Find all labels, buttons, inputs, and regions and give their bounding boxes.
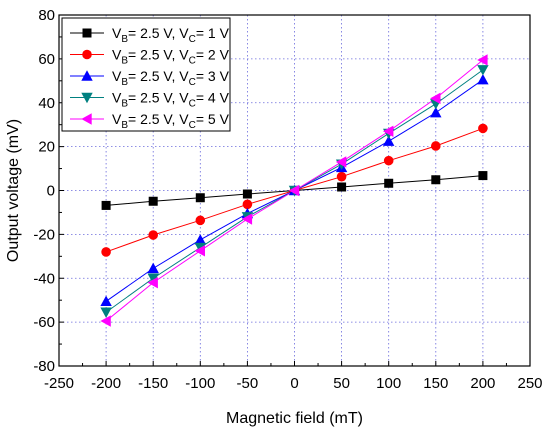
data-point-series-2 — [195, 215, 206, 226]
y-tick-label: 60 — [38, 51, 55, 68]
x-tick-label: 250 — [517, 375, 542, 392]
legend-label: VB= 2.5 V, VC= 2 V — [112, 47, 230, 67]
legend-marker — [81, 70, 93, 81]
data-point-series-5 — [100, 315, 111, 327]
x-axis-title: Magnetic field (mT) — [226, 410, 363, 427]
y-tick-label: 80 — [38, 7, 55, 24]
data-point-series-2 — [242, 199, 253, 210]
series-markers — [100, 54, 489, 327]
x-tick-label: -150 — [138, 375, 168, 392]
legend-item-1: VB= 2.5 V, VC= 1 V — [70, 25, 230, 45]
data-point-series-1 — [337, 182, 347, 192]
x-tick-label: 0 — [290, 375, 298, 392]
data-point-series-5 — [477, 54, 488, 66]
data-point-series-3 — [477, 74, 489, 85]
legend: VB= 2.5 V, VC= 1 VVB= 2.5 V, VC= 2 VVB= … — [61, 17, 231, 132]
data-point-series-1 — [431, 175, 441, 185]
data-point-series-4 — [477, 65, 489, 76]
x-tick-label: 100 — [376, 375, 401, 392]
data-point-series-4 — [147, 273, 159, 284]
data-point-series-5 — [241, 213, 253, 225]
legend-marker — [81, 113, 92, 125]
data-point-series-2 — [383, 155, 394, 166]
data-point-series-2 — [148, 230, 158, 240]
data-point-series-1 — [195, 193, 205, 203]
data-point-series-2 — [101, 247, 111, 257]
legend-marker — [82, 28, 92, 38]
x-tick-label: -250 — [44, 375, 74, 392]
data-point-series-5 — [383, 125, 394, 137]
data-point-series-4 — [100, 307, 112, 318]
data-point-series-5 — [147, 276, 158, 289]
data-point-series-5 — [288, 184, 300, 197]
data-point-series-1 — [101, 200, 111, 210]
data-point-series-1 — [478, 171, 488, 181]
x-tick-label: 50 — [333, 375, 350, 392]
y-tick-label: -80 — [33, 358, 55, 375]
x-tick-label: -50 — [237, 375, 259, 392]
legend-marker — [82, 49, 92, 60]
data-point-series-2 — [478, 123, 488, 134]
y-tick-label: 20 — [38, 139, 55, 156]
data-point-series-2 — [336, 171, 347, 182]
legend-label: VB= 2.5 V, VC= 3 V — [112, 68, 230, 88]
data-point-series-3 — [100, 295, 112, 306]
x-tick-label: -200 — [91, 375, 121, 392]
legend-label: VB= 2.5 V, VC= 4 V — [112, 90, 230, 110]
legend-item-4: VB= 2.5 V, VC= 4 V — [70, 90, 230, 110]
data-point-series-5 — [194, 245, 205, 257]
y-axis-title: Output voltage (mV) — [5, 119, 22, 262]
x-tick-label: -100 — [185, 375, 215, 392]
x-tick-label: 200 — [470, 375, 495, 392]
data-point-series-5 — [430, 92, 441, 105]
x-tick-label: 150 — [423, 375, 448, 392]
y-tick-label: 40 — [38, 95, 55, 112]
legend-item-5: VB= 2.5 V, VC= 5 V — [70, 111, 230, 131]
legend-label: VB= 2.5 V, VC= 1 V — [112, 25, 230, 45]
legend-label: VB= 2.5 V, VC= 5 V — [112, 111, 230, 131]
grid — [59, 15, 530, 366]
data-point-series-5 — [335, 156, 347, 168]
data-point-series-1 — [384, 178, 394, 188]
data-point-series-3 — [430, 106, 442, 118]
data-point-series-3 — [194, 234, 206, 245]
axis-ticks: -250 -200 -150 -100 -50 0 50 100 150 200 250-80-60… — [33, 7, 542, 392]
y-tick-label: -60 — [33, 314, 55, 331]
y-tick-label: -40 — [33, 270, 55, 287]
data-point-series-1 — [242, 189, 252, 199]
data-point-series-3 — [147, 262, 159, 274]
y-tick-label: -20 — [33, 226, 55, 243]
y-tick-label: 0 — [47, 183, 55, 200]
data-point-series-1 — [148, 196, 158, 206]
legend-marker — [81, 92, 93, 104]
data-point-series-3 — [383, 135, 395, 146]
legend-item-3: VB= 2.5 V, VC= 3 V — [70, 68, 230, 88]
data-point-series-2 — [431, 141, 441, 151]
legend-item-2: VB= 2.5 V, VC= 2 V — [70, 47, 230, 67]
